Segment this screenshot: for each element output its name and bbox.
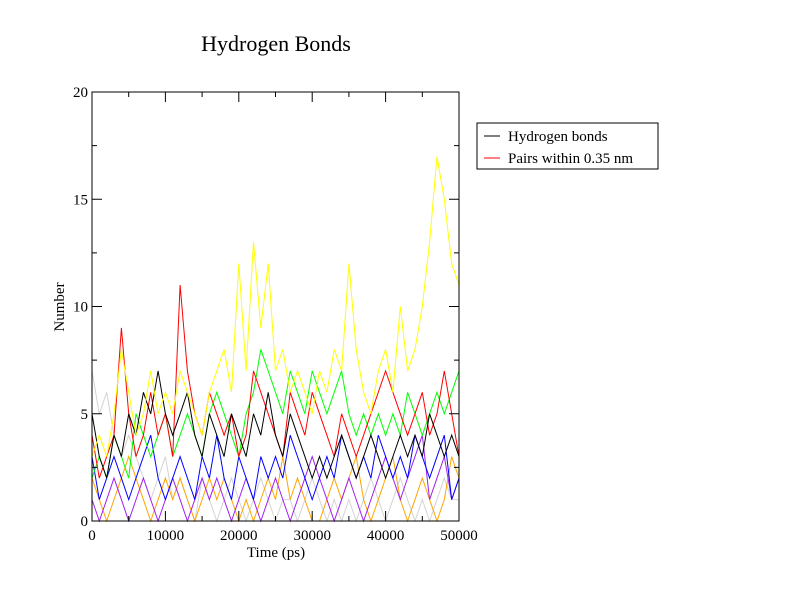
y-axis-label: Number [52,282,68,331]
series-line-6 [91,370,460,480]
x-tick-label: 50000 [440,528,478,544]
series-line-2 [91,435,460,523]
x-tick-label: 20000 [220,528,258,544]
x-tick-label: 0 [88,528,96,544]
y-tick-label: 20 [73,85,88,101]
legend: Hydrogen bonds Pairs within 0.35 nm [476,122,659,170]
x-tick-label: 40000 [367,528,405,544]
series-line-1 [91,455,460,523]
legend-label-hydrogen-bonds: Hydrogen bonds [508,129,608,145]
chart-title: Hydrogen Bonds [201,31,351,56]
y-tick-label: 0 [81,514,89,530]
series-layer [91,156,460,523]
series-line-4 [91,349,460,479]
x-axis-label: Time (ps) [247,545,305,561]
legend-label-pairs: Pairs within 0.35 nm [508,151,633,167]
y-tick-label: 5 [81,407,89,423]
series-line-7 [91,156,460,457]
axis-ticks: 0 10000 20000 30000 40000 50000 0 5 10 15 20 [73,85,478,544]
legend-box [476,122,659,170]
y-tick-label: 15 [73,192,88,208]
x-tick-label: 10000 [147,528,185,544]
x-tick-label: 30000 [293,528,331,544]
y-tick-label: 10 [73,300,88,316]
